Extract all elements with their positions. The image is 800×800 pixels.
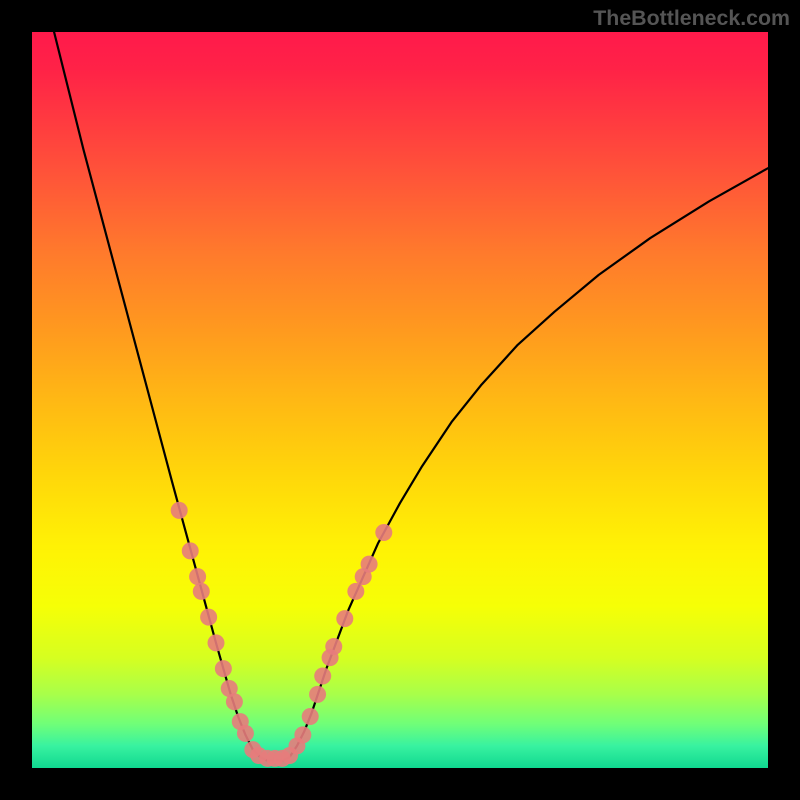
plot-area xyxy=(32,32,768,768)
scatter-point xyxy=(189,568,206,585)
scatter-point xyxy=(309,686,326,703)
scatter-point xyxy=(347,583,364,600)
scatter-point xyxy=(215,660,232,677)
watermark-text: TheBottleneck.com xyxy=(593,6,790,31)
scatter-point xyxy=(208,634,225,651)
scatter-point xyxy=(302,708,319,725)
scatter-point xyxy=(325,638,342,655)
scatter-point xyxy=(182,542,199,559)
chart-root: TheBottleneck.com xyxy=(0,0,800,800)
bottleneck-curve xyxy=(54,32,768,761)
scatter-point xyxy=(375,524,392,541)
scatter-point xyxy=(171,502,188,519)
scatter-point xyxy=(226,693,243,710)
scatter-point xyxy=(336,610,353,627)
scatter-points xyxy=(171,502,393,767)
scatter-point xyxy=(193,583,210,600)
scatter-point xyxy=(361,556,378,573)
scatter-point xyxy=(294,726,311,743)
scatter-point xyxy=(200,609,217,626)
scatter-point xyxy=(237,725,254,742)
chart-svg xyxy=(32,32,768,768)
scatter-point xyxy=(314,668,331,685)
